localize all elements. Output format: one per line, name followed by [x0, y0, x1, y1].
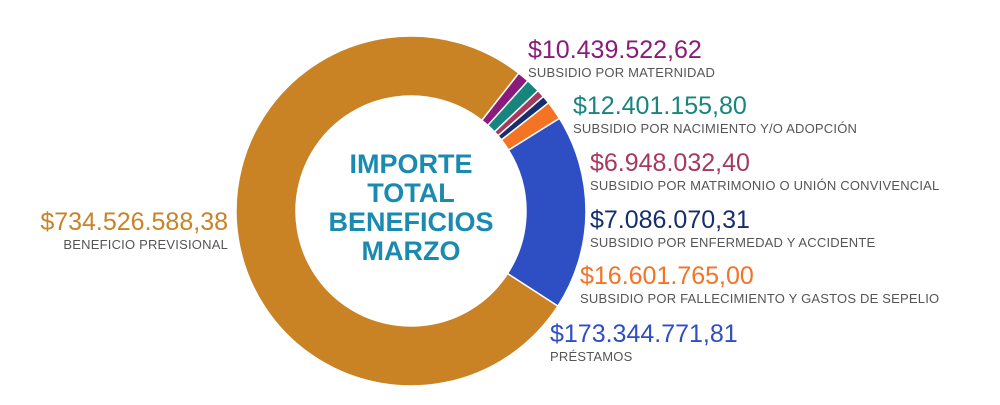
value-label: $6.948.032,40 [590, 149, 750, 177]
value-label: $12.401.155,80 [573, 92, 747, 120]
category-label: PRÉSTAMOS [550, 349, 633, 364]
label-maternidad: $10.439.522,62 SUBSIDIO POR MATERNIDAD [528, 36, 715, 81]
center-title: IMPORTE TOTAL BENEFICIOS MARZO [320, 150, 502, 266]
label-beneficio-previsional: $734.526.588,38 BENEFICIO PREVISIONAL [40, 208, 228, 253]
category-label: BENEFICIO PREVISIONAL [63, 237, 228, 252]
value-label: $734.526.588,38 [40, 208, 228, 236]
value-label: $16.601.765,00 [580, 262, 754, 290]
category-label: SUBSIDIO POR NACIMIENTO Y/O ADOPCIÓN [573, 121, 858, 136]
slice-prestamos [506, 117, 587, 308]
label-matrimonio: $6.948.032,40 SUBSIDIO POR MATRIMONIO O … [590, 149, 940, 194]
label-nacimiento: $12.401.155,80 SUBSIDIO POR NACIMIENTO Y… [573, 92, 857, 137]
value-label: $173.344.771,81 [550, 320, 738, 348]
category-label: SUBSIDIO POR ENFERMEDAD Y ACCIDENTE [590, 235, 876, 250]
label-enfermedad: $7.086.070,31 SUBSIDIO POR ENFERMEDAD Y … [590, 206, 875, 251]
label-fallecimiento: $16.601.765,00 SUBSIDIO POR FALLECIMIENT… [580, 262, 939, 307]
center-title-line: IMPORTE [349, 149, 473, 179]
center-title-line: MARZO [361, 236, 461, 266]
category-label: SUBSIDIO POR MATRIMONIO O UNIÓN CONVIVEN… [590, 178, 940, 193]
center-title-line: BENEFICIOS [328, 207, 494, 237]
category-label: SUBSIDIO POR FALLECIMIENTO Y GASTOS DE S… [580, 291, 940, 306]
value-label: $7.086.070,31 [590, 206, 750, 234]
center-title-line: TOTAL [367, 178, 455, 208]
slice-beneficio-previsional [235, 35, 559, 387]
category-label: SUBSIDIO POR MATERNIDAD [528, 65, 716, 80]
value-label: $10.439.522,62 [528, 36, 702, 64]
label-prestamos: $173.344.771,81 PRÉSTAMOS [550, 320, 738, 365]
